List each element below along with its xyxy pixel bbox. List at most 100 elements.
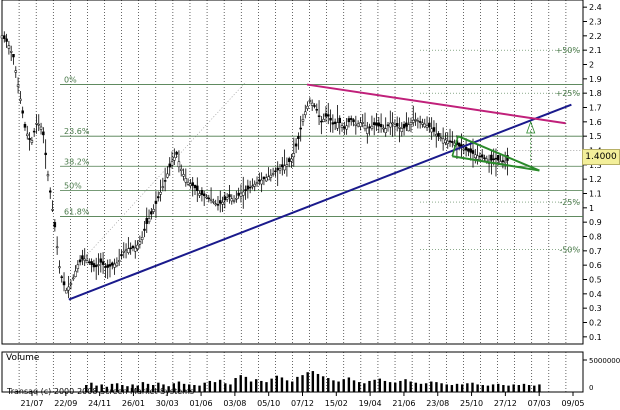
candle-body — [209, 198, 213, 201]
candle-body — [207, 197, 211, 200]
candle-body — [60, 276, 63, 278]
candle-body — [48, 190, 52, 193]
volume-bar — [352, 380, 356, 392]
candle-body — [175, 151, 178, 155]
candle-body — [375, 122, 378, 126]
candle-body — [324, 113, 328, 117]
candles-layer — [0, 27, 509, 299]
y-tick-label: 0.3 — [589, 304, 602, 313]
candle-body — [205, 196, 208, 199]
candle-body — [140, 237, 144, 240]
candle-body — [425, 125, 429, 128]
candle-body — [253, 183, 256, 187]
volume-label: Volume — [6, 353, 40, 363]
candle-body — [99, 258, 103, 263]
candle-body — [432, 127, 436, 132]
candle-body — [434, 134, 438, 137]
candle-body — [101, 261, 105, 265]
candle-body — [76, 264, 80, 269]
candle-body — [446, 140, 449, 144]
x-tick-label: 22/09 — [54, 399, 77, 408]
volume-bar — [424, 383, 428, 392]
volume-bar — [110, 383, 114, 392]
volume-bar — [342, 379, 345, 392]
candle-body — [462, 148, 466, 151]
candle-body — [492, 158, 495, 161]
volume-bar — [167, 386, 170, 392]
candle-body — [310, 102, 314, 106]
volume-bar — [316, 373, 320, 392]
candle-body — [416, 120, 420, 122]
candle-body — [345, 125, 348, 130]
candle-body — [363, 125, 367, 130]
volume-bar — [280, 377, 284, 392]
candle-body — [143, 228, 146, 231]
y-tick-label: 2.4 — [589, 3, 602, 12]
y-tick-label: 1.3 — [589, 161, 602, 170]
volume-bar — [90, 382, 93, 392]
candle-body — [32, 130, 36, 133]
candle-body — [347, 118, 351, 123]
y-tick-label: 1.7 — [589, 104, 602, 113]
y-axis: 2.42.32.22.121.91.81.71.61.51.41.31.21.1… — [583, 3, 602, 342]
candle-body — [3, 35, 6, 39]
candle-body — [391, 122, 394, 125]
candle-body — [179, 168, 183, 171]
x-tick-label: 23/08 — [426, 399, 449, 408]
candle-body — [166, 173, 169, 178]
candle-body — [124, 249, 128, 252]
candle-body — [237, 192, 240, 196]
volume-bar — [368, 380, 371, 392]
x-tick-label: 03/08 — [223, 399, 246, 408]
candle-body — [490, 154, 493, 161]
candle-body — [437, 133, 440, 137]
trendline-resistance — [306, 83, 566, 125]
candle-body — [287, 158, 291, 162]
x-tick-label: 21/07 — [20, 399, 43, 408]
candle-body — [115, 262, 119, 267]
x-tick-label: 24/11 — [88, 399, 111, 408]
volume-bar — [445, 384, 448, 392]
x-tick-label: 07/12 — [291, 399, 314, 408]
candle-body — [71, 277, 75, 280]
candle-body — [191, 182, 194, 186]
volume-bar — [260, 380, 263, 392]
volume-bar — [157, 382, 160, 392]
fib-label: 38.2% — [64, 157, 90, 166]
y-tick-label: 2.3 — [589, 18, 602, 27]
candle-body — [58, 266, 61, 269]
volume-bar — [440, 383, 443, 392]
candle-body — [478, 155, 482, 158]
volume-bar — [388, 382, 392, 392]
y-tick-label: 0.1 — [589, 333, 602, 342]
candle-body — [30, 140, 34, 143]
volume-bar — [244, 376, 248, 392]
fib-label: 23.6% — [64, 127, 90, 136]
candle-body — [62, 281, 66, 286]
volume-bar — [476, 384, 479, 392]
candle-body — [16, 84, 20, 87]
volume-bar — [193, 385, 196, 392]
candle-body — [78, 259, 82, 263]
y-tick-label: 1.2 — [589, 175, 602, 184]
target-label: +25% — [556, 89, 581, 98]
volume-bar — [131, 384, 134, 392]
volume-bar — [188, 384, 191, 392]
y-tick-label: 0.6 — [589, 261, 602, 270]
volume-bar — [208, 380, 212, 392]
volume-bar — [455, 383, 459, 392]
candle-body — [168, 163, 171, 168]
candle-body — [366, 127, 369, 134]
candle-body — [214, 203, 217, 205]
x-tick-label: 25/10 — [460, 399, 483, 408]
volume-bar — [399, 380, 402, 392]
fibonacci-layer: 0% 23.6% 38.2% 50% 61.8% +50% +25% -25% -50% — [60, 46, 583, 266]
candle-body — [441, 138, 445, 144]
grid-layer — [1, 0, 584, 393]
volume-bar — [172, 383, 175, 392]
candle-body — [395, 123, 399, 127]
candle-body — [193, 184, 197, 189]
candle-body — [55, 246, 59, 249]
candle-body — [202, 193, 206, 197]
candle-body — [122, 251, 126, 253]
